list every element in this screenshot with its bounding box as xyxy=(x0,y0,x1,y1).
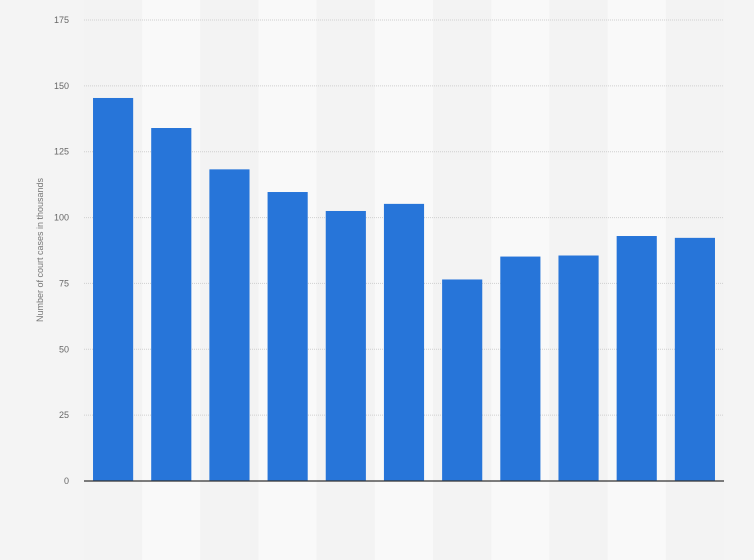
y-tick-label: 75 xyxy=(59,278,69,288)
bar[interactable] xyxy=(209,169,250,481)
y-tick-label: 150 xyxy=(54,81,69,91)
bar[interactable] xyxy=(616,236,657,481)
y-tick-label: 175 xyxy=(54,15,69,25)
bars xyxy=(93,97,715,481)
y-tick-label: 100 xyxy=(54,213,69,223)
bar[interactable] xyxy=(558,255,599,481)
bar[interactable] xyxy=(500,256,541,481)
bar[interactable] xyxy=(325,210,366,481)
bar[interactable] xyxy=(151,128,192,481)
y-axis-label: Number of court cases in thousands xyxy=(35,177,45,322)
bar[interactable] xyxy=(674,237,715,481)
bar[interactable] xyxy=(383,203,425,481)
bar[interactable] xyxy=(267,192,308,481)
y-tick-label: 25 xyxy=(59,410,69,420)
y-tick-label: 50 xyxy=(59,344,69,354)
bar[interactable] xyxy=(442,279,483,481)
y-tick-label: 0 xyxy=(64,476,69,486)
y-axis-ticks: 0 25 50 75 100 125 150 175 xyxy=(54,15,69,486)
y-tick-label: 125 xyxy=(54,147,69,157)
bar[interactable] xyxy=(93,97,134,481)
